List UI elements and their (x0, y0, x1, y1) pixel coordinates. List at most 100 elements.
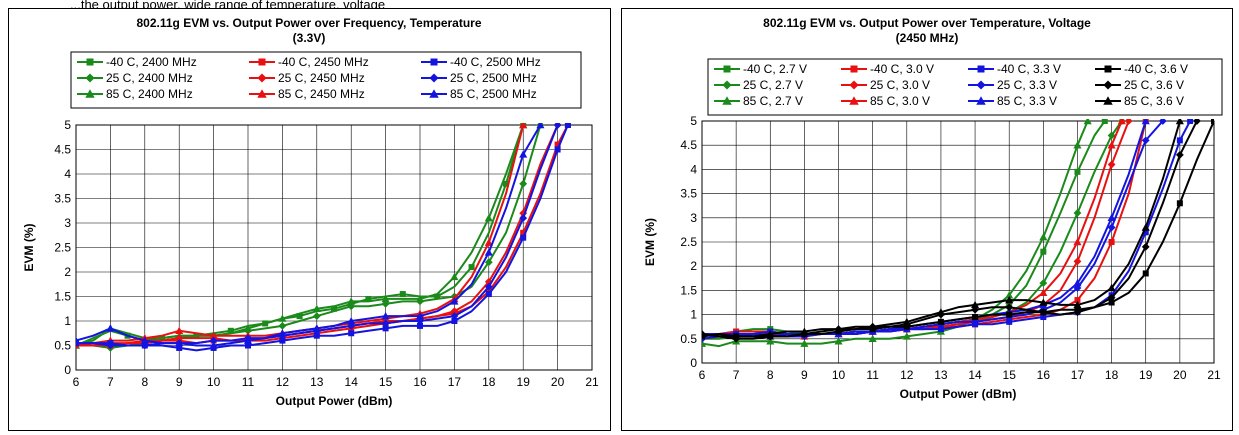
data-point (1101, 119, 1108, 124)
data-point (1142, 229, 1149, 236)
data-point (1193, 119, 1201, 125)
data-point (312, 304, 321, 312)
data-point (937, 326, 944, 333)
data-point (1083, 119, 1092, 125)
data-point (1187, 119, 1194, 124)
y-tick-label: 1 (690, 308, 697, 322)
data-point (484, 238, 493, 246)
legend-label: 25 C, 2400 MHz (106, 71, 193, 85)
data-point (503, 180, 509, 187)
data-point (416, 317, 424, 325)
y-tick-label: 4 (64, 167, 71, 181)
data-point (365, 295, 372, 302)
data-point (971, 300, 980, 309)
legend-label: 25 C, 2.7 V (743, 78, 803, 92)
data-point (106, 324, 115, 332)
legend-label: -40 C, 3.6 V (1124, 62, 1188, 76)
y-tick-label: 2.5 (54, 241, 71, 255)
x-tick-label: 19 (1139, 368, 1153, 382)
legend-label: 85 C, 3.6 V (1124, 94, 1184, 108)
y-tick-label: 3 (64, 216, 71, 230)
data-point (1211, 119, 1214, 124)
legend-marker (722, 96, 732, 105)
data-point (245, 342, 251, 349)
data-point (902, 317, 911, 326)
data-point (484, 214, 493, 222)
data-point (347, 316, 356, 325)
x-tick-label: 6 (699, 368, 706, 382)
data-point (348, 330, 355, 337)
x-tick-label: 7 (733, 368, 740, 382)
data-point (800, 327, 809, 335)
data-point (520, 234, 527, 241)
legend-box (707, 58, 1223, 116)
legend-marker (723, 65, 731, 73)
data-point (1040, 314, 1047, 321)
data-point (175, 326, 184, 335)
data-point (1073, 141, 1082, 149)
data-point (1006, 318, 1013, 325)
data-point (519, 179, 528, 188)
data-point (1039, 233, 1048, 241)
data-point (520, 229, 527, 236)
series-line (702, 120, 1089, 348)
legend-entry: 25 C, 2500 MHz (421, 71, 537, 85)
chart-legend: -40 C, 2400 MHz 25 C, 2400 MHz 85 C, 2400 … (70, 51, 582, 109)
data-point (936, 308, 945, 316)
x-tick-label: 17 (448, 375, 462, 389)
data-point (243, 324, 253, 332)
x-tick-label: 13 (934, 368, 948, 382)
legend-entry: 85 C, 2.7 V (714, 94, 803, 108)
x-tick-label: 12 (276, 375, 290, 389)
x-tick-label: 9 (176, 375, 183, 389)
data-point (1142, 270, 1149, 277)
legend-label: -40 C, 3.3 V (997, 62, 1061, 76)
legend-marker (977, 65, 985, 73)
data-point (1073, 308, 1082, 317)
legend-marker (1104, 65, 1112, 73)
data-point (140, 341, 149, 350)
y-tick-label: 4.5 (680, 138, 697, 152)
data-point (554, 141, 561, 148)
data-point (175, 334, 184, 343)
data-point (451, 318, 458, 324)
legend-entry: -40 C, 2500 MHz (421, 55, 541, 69)
data-point (279, 337, 286, 344)
x-tick-label: 6 (73, 375, 80, 389)
data-point (296, 313, 303, 320)
evm-vs-power-voltage-chart: 802.11g EVM vs. Output Power over Temper… (643, 16, 1223, 401)
series-line (76, 124, 542, 347)
legend-label: -40 C, 3.0 V (870, 62, 934, 76)
legend-marker (429, 73, 439, 83)
legend-marker (85, 89, 95, 98)
legend-entry: 85 C, 2400 MHz (77, 87, 193, 101)
data-point (209, 331, 218, 339)
legend-label: 85 C, 2400 MHz (106, 87, 193, 101)
data-point (972, 314, 979, 321)
legend-marker (85, 73, 95, 83)
data-point (175, 339, 184, 347)
y-tick-label: 2.5 (680, 235, 697, 249)
legend-marker (86, 58, 94, 66)
data-point (1073, 279, 1082, 287)
data-point (1175, 150, 1184, 159)
legend-marker (257, 73, 267, 83)
legend-label: -40 C, 2450 MHz (278, 55, 369, 69)
data-point (1006, 311, 1013, 318)
x-tick-label: 19 (517, 375, 531, 389)
x-tick-label: 18 (482, 375, 496, 389)
data-point (553, 123, 562, 129)
y-tick-label: 0 (64, 363, 71, 377)
x-tick-label: 15 (1003, 368, 1017, 382)
data-point (1141, 223, 1150, 231)
data-point (209, 341, 218, 349)
plot-frame (701, 120, 1215, 364)
legend-label: -40 C, 2500 MHz (450, 55, 541, 69)
data-point (902, 332, 911, 340)
y-tick-label: 1.5 (680, 283, 697, 297)
data-point (331, 305, 337, 312)
series-line (702, 120, 1198, 340)
chart-subtitle: (2450 MHz) (896, 31, 959, 45)
data-point (1073, 237, 1082, 246)
legend-marker (849, 96, 859, 105)
